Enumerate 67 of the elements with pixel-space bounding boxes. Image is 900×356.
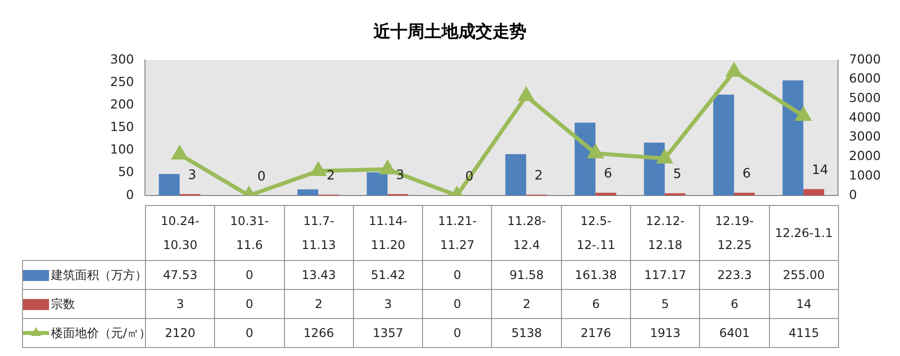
data-label: 1357 — [353, 318, 423, 348]
data-label: 161.38 — [561, 260, 631, 290]
text: 2 — [326, 168, 335, 184]
y-tick-label: 100 — [110, 142, 134, 157]
x-tick-label: 11.7-11.13 — [284, 206, 354, 260]
y-tick-label: 50 — [118, 164, 134, 180]
x-tick-label: 12.12-12.18 — [630, 206, 700, 260]
data-label: 0 — [422, 318, 492, 348]
data-label: 0 — [214, 260, 284, 290]
x-tick-label: 11.14-11.20 — [353, 206, 423, 260]
x-tick-label: 10.24-10.30 — [146, 206, 215, 260]
data-label: 6401 — [700, 318, 770, 348]
data-label: 91.58 — [492, 260, 562, 290]
text: 2 — [534, 168, 543, 184]
y-tick-label: 0 — [126, 186, 134, 202]
y-tick-label: 300 — [110, 51, 134, 66]
data-label: 13.43 — [284, 260, 354, 290]
y2-tick-label: 3000 — [849, 128, 881, 144]
y2-tick-label: 4000 — [849, 109, 881, 124]
x-tick-label: 10.31-11.6 — [214, 206, 284, 260]
data-label: 6 — [561, 290, 631, 318]
data-label: 5 — [630, 290, 700, 318]
data-label: 6 — [700, 290, 770, 318]
chart-title: 近十周土地成交走势 — [372, 21, 528, 43]
data-label: 47.53 — [146, 260, 215, 290]
data-label: 0 — [214, 290, 284, 318]
y2-tick-label: 7000 — [849, 51, 881, 66]
legend-label: 楼面地价（元/㎡） — [50, 324, 152, 342]
text: 14 — [812, 163, 828, 178]
y2-tick-label: 2000 — [849, 148, 881, 164]
data-label: 3 — [146, 290, 215, 318]
data-label: 0 — [422, 290, 492, 318]
text: 6 — [604, 166, 612, 182]
legend-label: 建筑面积（万方） — [22, 260, 147, 290]
y2-tick-label: 1000 — [849, 167, 881, 182]
data-label: 0 — [422, 260, 492, 290]
legend-label: 宗数 — [22, 290, 146, 318]
x-tick-label: 11.28-12.4 — [492, 206, 562, 260]
data-label: 3 — [353, 290, 423, 318]
text: 3 — [188, 168, 196, 184]
data-label: 1266 — [284, 318, 354, 348]
x-tick-label: 12.19-12.25 — [700, 206, 770, 260]
x-tick-label: 12.5-12-.11 — [561, 206, 631, 260]
x-tick-label: 12.26-1.1 — [769, 206, 838, 260]
y-tick-label: 250 — [110, 74, 134, 89]
text: 6 — [742, 166, 751, 182]
data-label: 5138 — [492, 318, 562, 348]
y2-tick-label: 6000 — [849, 70, 881, 86]
y-tick-label: 150 — [110, 119, 134, 134]
data-label: 14 — [769, 290, 838, 318]
data-label: 51.42 — [353, 260, 423, 290]
y-tick-label: 200 — [110, 96, 134, 112]
data-label: 2120 — [164, 326, 196, 340]
data-label: 223.3 — [700, 260, 770, 290]
data-label: 255.00 — [769, 260, 838, 290]
data-label: 117.17 — [630, 260, 700, 290]
y2-tick-label: 0 — [849, 186, 857, 202]
y2-tick-label: 5000 — [849, 90, 881, 105]
data-label: 2 — [284, 290, 354, 318]
x-tick-label: 11.21-11.27 — [422, 206, 492, 260]
text: 0 — [257, 169, 266, 184]
text: 5 — [673, 167, 682, 182]
data-label: 4115 — [769, 318, 838, 348]
data-label: 0 — [214, 318, 284, 348]
data-label: 2176 — [561, 318, 631, 348]
data-label: 2 — [492, 290, 562, 318]
data-label: 1913 — [630, 318, 700, 348]
